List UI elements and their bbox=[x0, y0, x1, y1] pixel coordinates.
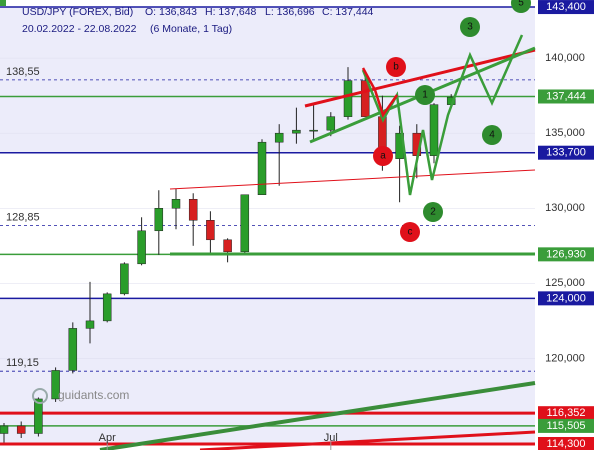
y-tick-label: 140,000 bbox=[545, 52, 585, 64]
candle-body bbox=[343, 80, 353, 117]
candle-body bbox=[120, 263, 129, 295]
level-label-bg bbox=[538, 418, 594, 433]
candle-body bbox=[16, 425, 26, 434]
level-label-bg bbox=[538, 247, 594, 262]
candle-body bbox=[274, 132, 284, 143]
grid: 138,55 128,85 119,15 bbox=[0, 6, 535, 446]
candle-body bbox=[171, 198, 181, 209]
price-axis: 120,000 125,000 130,000 135,000 140,000 143,4… bbox=[99, 0, 594, 450]
chart-title: USD/JPY (FOREX, Bid) bbox=[22, 6, 133, 18]
ohlc-low: L: 136,696 bbox=[265, 6, 315, 18]
candle-body bbox=[326, 116, 336, 131]
header: USD/JPY (FOREX, Bid) O: 136,843 H: 137,6… bbox=[0, 0, 374, 404]
candle-body bbox=[0, 425, 9, 434]
wave-label: 1 bbox=[422, 90, 428, 101]
candle-body bbox=[429, 104, 439, 156]
candle-body bbox=[34, 398, 43, 434]
ohlc-open: O: 136,843 bbox=[145, 6, 197, 18]
y-tick-label: 125,000 bbox=[545, 277, 585, 289]
wave-label: b bbox=[393, 62, 399, 73]
subtitle: 20.02.2022 - 22.08.2022 bbox=[22, 23, 137, 35]
level-label-bg bbox=[538, 89, 594, 104]
dashed-level-label: 128,85 bbox=[6, 211, 40, 223]
level-label: 126,930 bbox=[546, 248, 586, 260]
level-label: 115,505 bbox=[547, 420, 586, 432]
candle-body bbox=[223, 239, 232, 253]
y-tick-label: 120,000 bbox=[545, 352, 585, 364]
wave-label: c bbox=[408, 227, 413, 238]
candle-body bbox=[68, 328, 78, 371]
candle-body bbox=[206, 220, 215, 241]
wave-label: a bbox=[380, 151, 386, 162]
period: (6 Monate, 1 Tag) bbox=[150, 23, 232, 35]
level-label: 143,400 bbox=[546, 1, 586, 13]
wave-label: 2 bbox=[430, 207, 436, 218]
candle-body bbox=[240, 194, 250, 253]
wave-label: 3 bbox=[467, 22, 473, 33]
dashed-level-label: 138,55 bbox=[6, 66, 40, 78]
ohlc-close: C: 137,444 bbox=[322, 6, 374, 18]
wave-label: 5 bbox=[518, 0, 524, 9]
candle-body bbox=[188, 198, 198, 221]
level-label-bg bbox=[538, 436, 594, 450]
y-tick-label: 135,000 bbox=[545, 127, 585, 139]
level-label-bg bbox=[538, 406, 594, 421]
candle-body bbox=[51, 370, 60, 400]
level-label: 137,444 bbox=[546, 90, 586, 102]
y-tick-label: 130,000 bbox=[545, 202, 585, 214]
level-label-bg bbox=[538, 0, 594, 15]
candles bbox=[0, 67, 456, 443]
candle-body bbox=[360, 80, 370, 117]
level-label-bg bbox=[538, 145, 594, 160]
x-tick-label: Apr bbox=[99, 432, 116, 444]
candle-body bbox=[309, 129, 318, 132]
candle-body bbox=[257, 141, 267, 195]
level-label: 124,000 bbox=[546, 292, 586, 304]
level-label: 133,700 bbox=[546, 147, 586, 159]
candle-body bbox=[154, 208, 164, 232]
dashed-level-label: 119,15 bbox=[6, 357, 39, 369]
wave-label: 4 bbox=[489, 130, 495, 141]
x-tick-label: Jul bbox=[324, 432, 338, 444]
level-label-bg bbox=[538, 291, 594, 306]
candle-body bbox=[292, 129, 301, 134]
level-label: 116,352 bbox=[547, 407, 586, 419]
candle-body bbox=[102, 293, 112, 322]
watermark: guidants.com bbox=[58, 388, 129, 402]
candle-body bbox=[137, 230, 146, 265]
ohlc-high: H: 137,648 bbox=[205, 6, 257, 18]
level-label: 114,300 bbox=[547, 438, 586, 450]
candle-body bbox=[85, 320, 95, 329]
wave-labels: 5 3 1 4 2 b a c bbox=[373, 0, 531, 242]
